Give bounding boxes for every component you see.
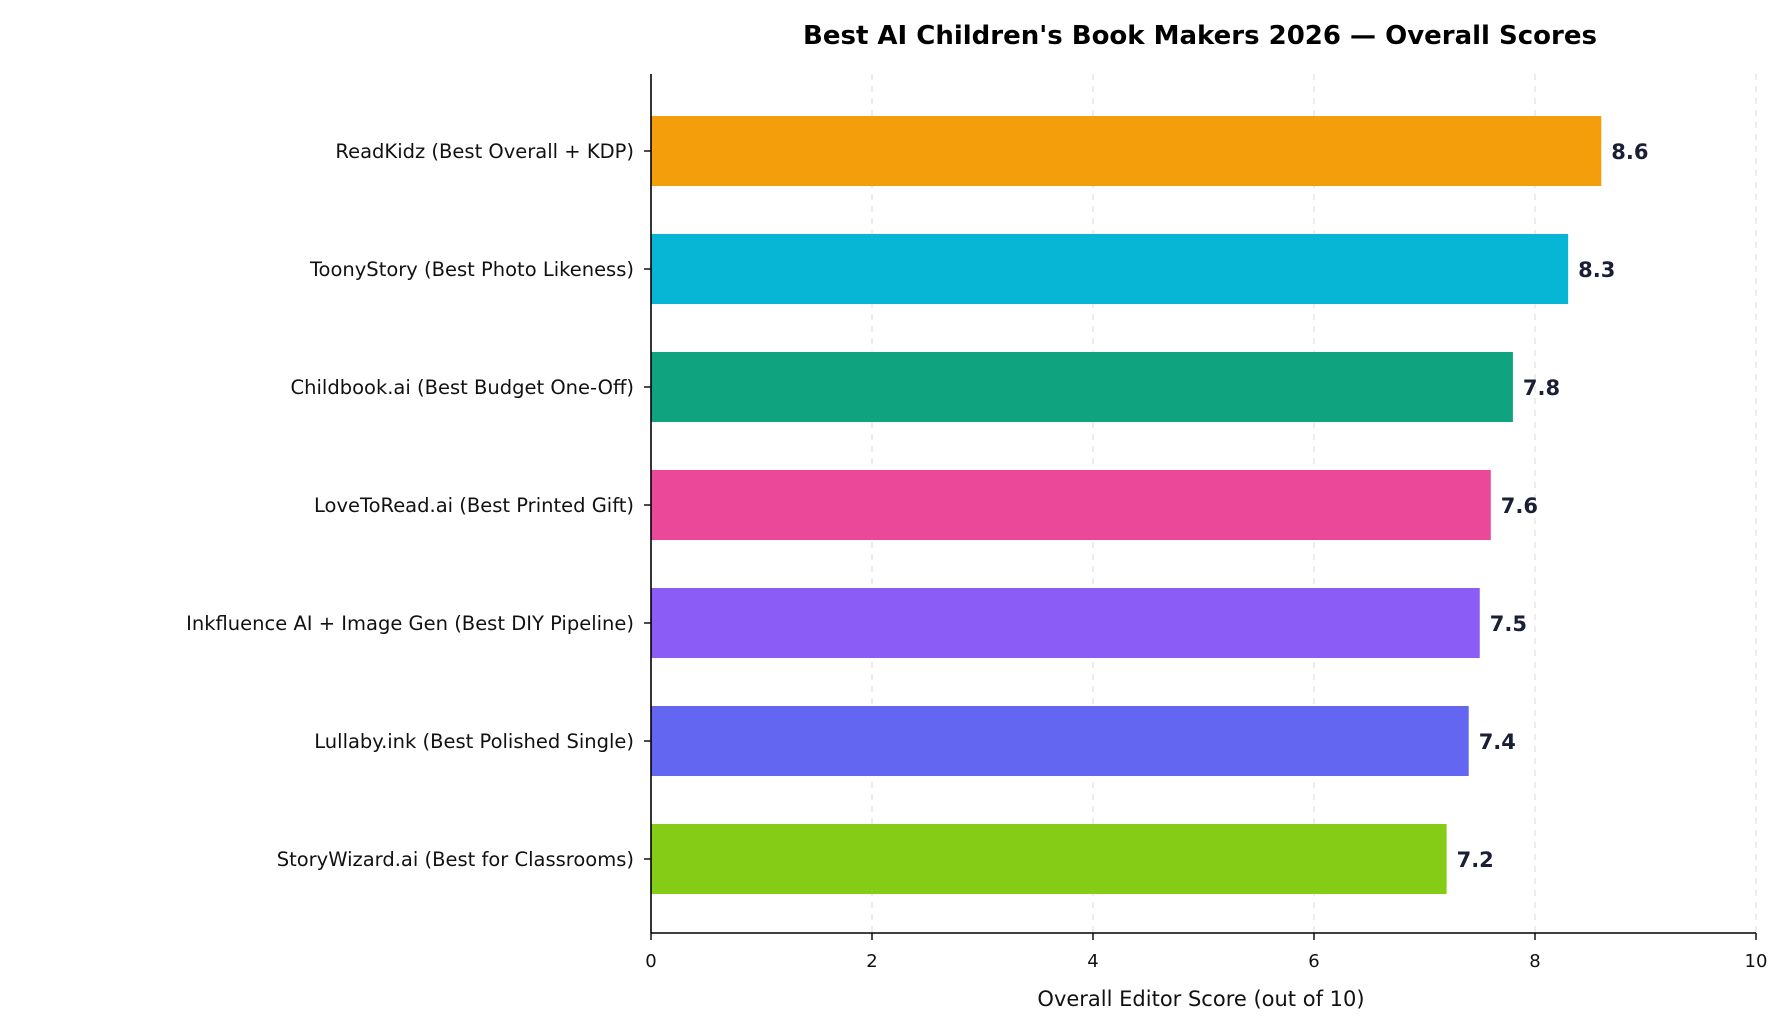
category-label-1: ReadKidz (Best Overall + KDP) bbox=[335, 140, 634, 163]
category-label-6: Lullaby.ink (Best Polished Single) bbox=[314, 730, 634, 753]
bar-6 bbox=[651, 706, 1469, 776]
category-label-7: StoryWizard.ai (Best for Classrooms) bbox=[277, 848, 634, 871]
category-label-3: Childbook.ai (Best Budget One-Off) bbox=[291, 376, 634, 399]
bar-2 bbox=[651, 234, 1569, 304]
chart-title: Best AI Children's Book Makers 2026 — Ov… bbox=[803, 21, 1597, 51]
x-tick-label-0: 0 bbox=[645, 951, 656, 972]
x-axis-label: Overall Editor Score (out of 10) bbox=[1037, 987, 1364, 1011]
x-tick-label-10: 10 bbox=[1745, 951, 1768, 972]
value-label-2: 8.3 bbox=[1578, 258, 1615, 282]
value-label-3: 7.8 bbox=[1523, 376, 1560, 400]
value-label-5: 7.5 bbox=[1490, 612, 1527, 636]
bar-1 bbox=[651, 116, 1602, 186]
value-label-7: 7.2 bbox=[1457, 848, 1494, 872]
bar-4 bbox=[651, 470, 1491, 540]
x-tick-label-8: 8 bbox=[1529, 951, 1540, 972]
bars: 8.6 8.3 7.8 7.6 7.5 7.4 7.2 bbox=[651, 116, 1649, 894]
axes: 0 2 4 6 8 10 ReadKidz (Best Overall + KDP) Toon… bbox=[186, 74, 1767, 972]
bar-5 bbox=[651, 588, 1480, 658]
value-label-4: 7.6 bbox=[1501, 494, 1538, 518]
x-tick-label-2: 2 bbox=[866, 951, 877, 972]
category-label-5: Inkfluence AI + Image Gen (Best DIY Pipe… bbox=[186, 612, 634, 635]
category-label-4: LoveToRead.ai (Best Printed Gift) bbox=[314, 494, 634, 517]
bar-3 bbox=[651, 352, 1513, 422]
x-tick-label-4: 4 bbox=[1087, 951, 1098, 972]
value-label-1: 8.6 bbox=[1611, 140, 1648, 164]
category-label-2: ToonyStory (Best Photo Likeness) bbox=[309, 258, 634, 281]
x-tick-label-6: 6 bbox=[1308, 951, 1319, 972]
bar-7 bbox=[651, 824, 1447, 894]
value-label-6: 7.4 bbox=[1479, 730, 1516, 754]
